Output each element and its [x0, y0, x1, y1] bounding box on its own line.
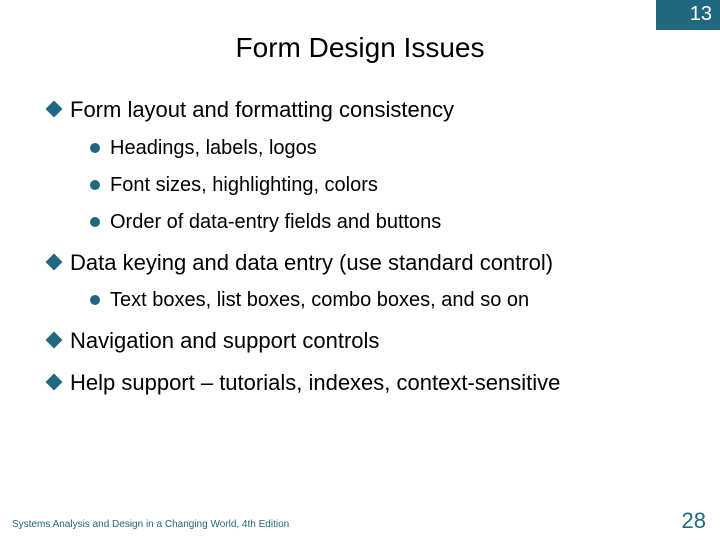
footer-text: Systems Analysis and Design in a Changin…: [12, 519, 289, 530]
list-subitem-text: Text boxes, list boxes, combo boxes, and…: [110, 288, 529, 313]
chapter-number: 13: [690, 3, 712, 25]
list-subitem: Order of data-entry fields and buttons: [90, 210, 690, 235]
circle-icon: [90, 295, 100, 305]
list-subitem: Headings, labels, logos: [90, 136, 690, 161]
slide-content: Form layout and formatting consistency H…: [0, 74, 720, 396]
list-item-text: Form layout and formatting consistency: [70, 96, 454, 124]
list-item: Help support – tutorials, indexes, conte…: [48, 369, 690, 397]
list-item-text: Data keying and data entry (use standard…: [70, 249, 553, 277]
chapter-number-box: 13: [656, 0, 720, 30]
list-item: Navigation and support controls: [48, 327, 690, 355]
list-item-text: Navigation and support controls: [70, 327, 379, 355]
slide-title: Form Design Issues: [0, 0, 720, 74]
diamond-icon: [48, 334, 60, 346]
circle-icon: [90, 180, 100, 190]
list-item-text: Help support – tutorials, indexes, conte…: [70, 369, 560, 397]
list-subitem-text: Headings, labels, logos: [110, 136, 317, 161]
list-subitem-text: Order of data-entry fields and buttons: [110, 210, 441, 235]
list-subitem-text: Font sizes, highlighting, colors: [110, 173, 378, 198]
diamond-icon: [48, 103, 60, 115]
list-subitem: Font sizes, highlighting, colors: [90, 173, 690, 198]
list-item: Data keying and data entry (use standard…: [48, 249, 690, 277]
circle-icon: [90, 217, 100, 227]
page-number: 28: [682, 508, 706, 534]
diamond-icon: [48, 376, 60, 388]
diamond-icon: [48, 256, 60, 268]
list-item: Form layout and formatting consistency: [48, 96, 690, 124]
circle-icon: [90, 143, 100, 153]
list-subitem: Text boxes, list boxes, combo boxes, and…: [90, 288, 690, 313]
